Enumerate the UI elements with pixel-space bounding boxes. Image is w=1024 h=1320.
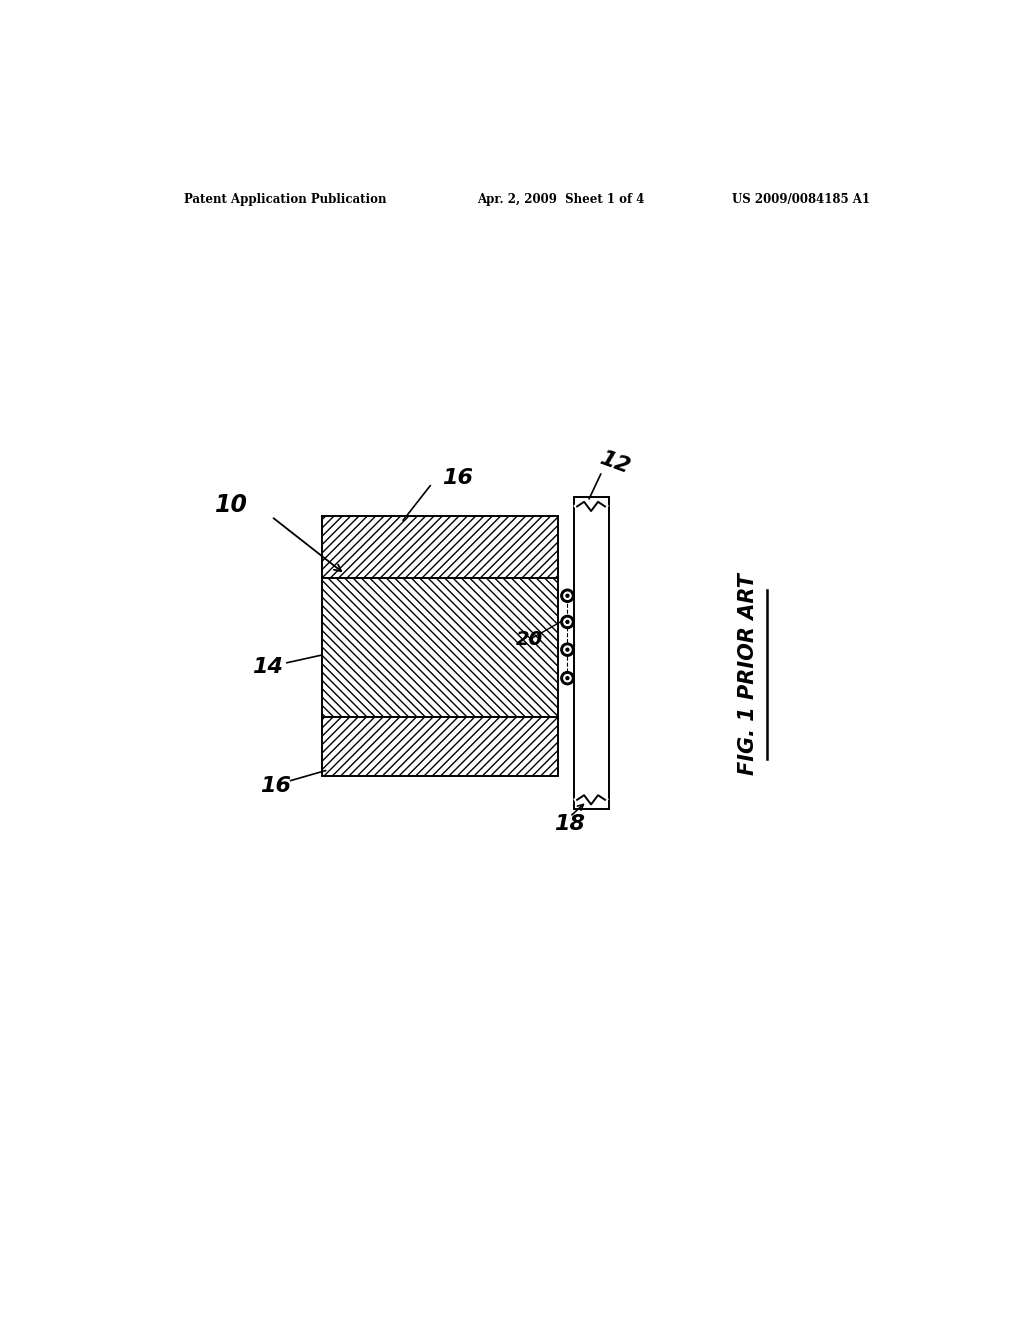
Text: US 2009/0084185 A1: US 2009/0084185 A1 — [732, 193, 870, 206]
Bar — [322, 516, 558, 578]
Circle shape — [566, 648, 569, 651]
Bar — [573, 498, 608, 809]
Circle shape — [564, 675, 571, 681]
Text: Patent Application Publication: Patent Application Publication — [183, 193, 386, 206]
Text: Apr. 2, 2009  Sheet 1 of 4: Apr. 2, 2009 Sheet 1 of 4 — [477, 193, 644, 206]
Text: 20: 20 — [515, 630, 543, 649]
Text: 16: 16 — [442, 469, 473, 488]
Circle shape — [561, 672, 574, 685]
Circle shape — [561, 615, 574, 628]
Circle shape — [564, 593, 571, 599]
Circle shape — [564, 645, 571, 653]
Bar — [322, 578, 558, 717]
Text: 12: 12 — [597, 447, 633, 478]
Bar — [322, 717, 558, 776]
Text: FIG. 1 PRIOR ART: FIG. 1 PRIOR ART — [738, 573, 758, 775]
Text: 16: 16 — [260, 776, 291, 796]
Circle shape — [566, 594, 569, 597]
Circle shape — [566, 620, 569, 623]
Circle shape — [561, 643, 574, 656]
Text: 18: 18 — [554, 814, 586, 834]
Circle shape — [561, 589, 574, 602]
Text: 10: 10 — [215, 492, 248, 517]
Circle shape — [564, 618, 571, 626]
Circle shape — [566, 677, 569, 680]
Text: 14: 14 — [252, 656, 283, 677]
